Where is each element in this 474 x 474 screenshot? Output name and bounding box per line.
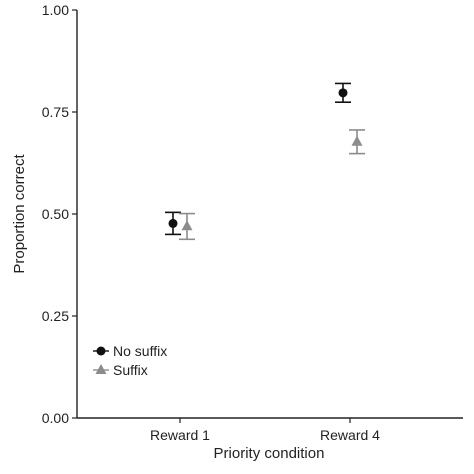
y-axis-ticks: 0.00 0.25 0.50 0.75 1.00	[42, 2, 77, 426]
data-point	[181, 220, 193, 231]
data-point	[351, 135, 363, 146]
y-tick-label: 0.25	[42, 308, 69, 324]
data-point-group	[335, 82, 351, 104]
legend-label: Suffix	[113, 362, 148, 378]
legend-entry: Suffix	[93, 362, 148, 378]
x-axis-title: Priority condition	[214, 445, 325, 462]
legend-label: No suffix	[113, 343, 167, 359]
data-point	[338, 88, 348, 98]
legend: No suffix Suffix	[93, 343, 167, 378]
legend-marker	[95, 364, 107, 374]
x-axis-ticks: Reward 1 Reward 4	[150, 418, 380, 443]
data-point-group	[179, 212, 195, 241]
y-tick-label: 1.00	[42, 2, 69, 18]
data-point-group	[349, 129, 365, 155]
x-tick-label: Reward 4	[320, 427, 380, 443]
legend-marker	[96, 346, 106, 356]
data-point-group	[165, 211, 181, 236]
y-tick-label: 0.75	[42, 104, 69, 120]
y-tick-label: 0.00	[42, 410, 69, 426]
data-marks	[165, 82, 365, 241]
legend-entry: No suffix	[93, 343, 167, 359]
data-point	[168, 218, 178, 228]
y-axis-title: Proportion correct	[11, 154, 28, 274]
y-tick-label: 0.50	[42, 206, 69, 222]
x-tick-label: Reward 1	[150, 427, 210, 443]
